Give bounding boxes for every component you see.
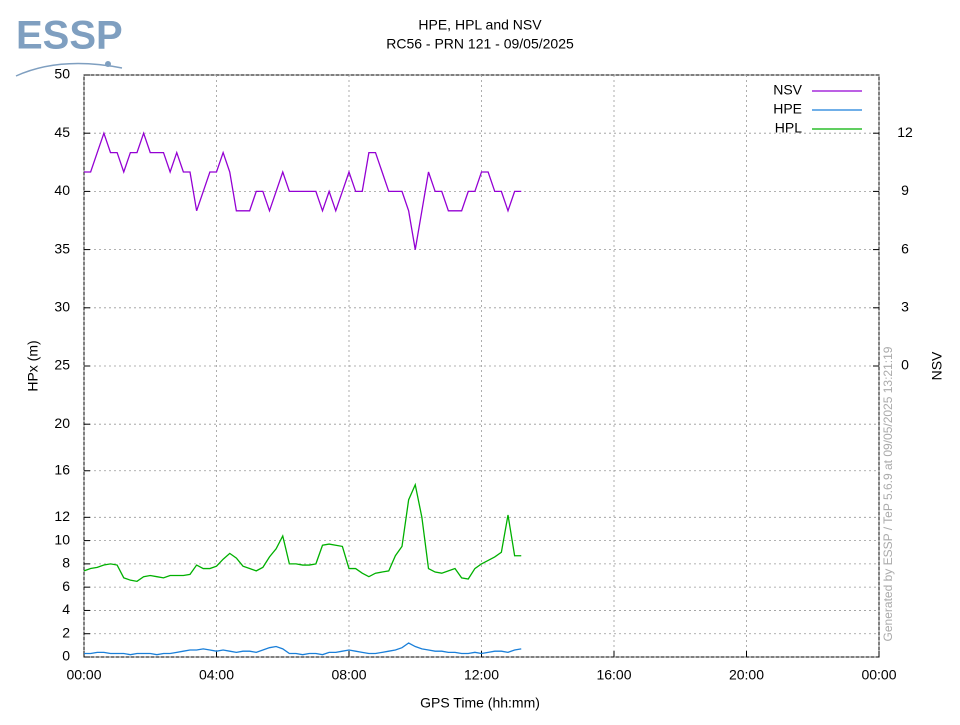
- legend-label: NSV: [773, 82, 802, 98]
- chart-subtitle: RC56 - PRN 121 - 09/05/2025: [386, 36, 574, 52]
- legend-label: HPL: [775, 120, 802, 136]
- y-tick-label: 45: [54, 124, 70, 140]
- y-tick-label: 30: [54, 299, 70, 315]
- y-tick-label: 2: [62, 624, 70, 640]
- y-tick-label: 50: [54, 66, 70, 82]
- x-axis-label: GPS Time (hh:mm): [420, 695, 540, 711]
- y-tick-label: 40: [54, 182, 70, 198]
- y-tick-label: 4: [62, 601, 70, 617]
- chart-title: HPE, HPL and NSV: [418, 17, 542, 33]
- y2-tick-label: 0: [901, 357, 909, 373]
- logo: ESSP: [16, 14, 123, 58]
- x-tick-label: 16:00: [596, 667, 631, 683]
- y2-tick-label: 3: [901, 299, 909, 315]
- y2-axis-label: NSV: [929, 351, 945, 380]
- series-line: [83, 482, 522, 583]
- watermark: Generated by ESSP / TeP 5.6.9 at 09/05/2…: [881, 346, 895, 641]
- y-tick-label: 12: [54, 508, 70, 524]
- y2-tick-label: 9: [901, 182, 909, 198]
- y-axis-label: HPx (m): [25, 340, 41, 391]
- y-tick-label: 35: [54, 240, 70, 256]
- logo-dot: [105, 61, 111, 67]
- x-tick-label: 00:00: [66, 667, 101, 683]
- y-tick-label: 0: [62, 648, 70, 664]
- series-line: [84, 131, 522, 250]
- legend-label: HPE: [773, 101, 802, 117]
- x-tick-label: 00:00: [861, 667, 896, 683]
- x-tick-label: 08:00: [331, 667, 366, 683]
- y-tick-label: 25: [54, 357, 70, 373]
- y-tick-label: 16: [54, 461, 70, 477]
- y2-tick-label: 6: [901, 240, 909, 256]
- x-tick-label: 04:00: [199, 667, 234, 683]
- series-line: [84, 642, 522, 656]
- y2-tick-label: 12: [897, 124, 913, 140]
- y-tick-label: 20: [54, 415, 70, 431]
- y-tick-label: 10: [54, 531, 70, 547]
- x-tick-label: 12:00: [464, 667, 499, 683]
- y-tick-label: 6: [62, 578, 70, 594]
- y-tick-label: 8: [62, 555, 70, 571]
- x-tick-label: 20:00: [729, 667, 764, 683]
